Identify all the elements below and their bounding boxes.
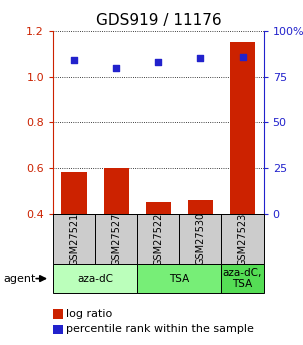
Text: agent: agent: [3, 274, 35, 284]
Bar: [53, 264, 137, 293]
Bar: [53, 309, 63, 319]
Bar: [221, 214, 264, 264]
Bar: [146, 202, 171, 214]
Text: GSM27530: GSM27530: [195, 213, 205, 265]
Bar: [137, 264, 221, 293]
Text: aza-dC,
TSA: aza-dC, TSA: [223, 268, 262, 289]
Title: GDS919 / 11176: GDS919 / 11176: [95, 13, 221, 29]
Point: [156, 59, 161, 65]
Text: GSM27523: GSM27523: [238, 212, 248, 266]
Text: GSM27522: GSM27522: [153, 212, 163, 266]
Text: percentile rank within the sample: percentile rank within the sample: [66, 325, 254, 334]
Text: TSA: TSA: [169, 274, 189, 284]
Bar: [137, 214, 179, 264]
Point: [72, 58, 76, 63]
Bar: [230, 42, 255, 214]
Bar: [62, 172, 87, 214]
Text: log ratio: log ratio: [66, 309, 112, 319]
Text: GSM27527: GSM27527: [111, 212, 121, 266]
Text: GSM27521: GSM27521: [69, 212, 79, 266]
Point: [114, 65, 119, 70]
Point: [240, 54, 245, 59]
Bar: [53, 214, 95, 264]
Point: [198, 56, 203, 61]
Bar: [104, 168, 129, 214]
Text: aza-dC: aza-dC: [77, 274, 113, 284]
Bar: [53, 325, 63, 334]
Bar: [95, 214, 137, 264]
Bar: [179, 214, 221, 264]
Bar: [221, 264, 264, 293]
Bar: [188, 200, 213, 214]
